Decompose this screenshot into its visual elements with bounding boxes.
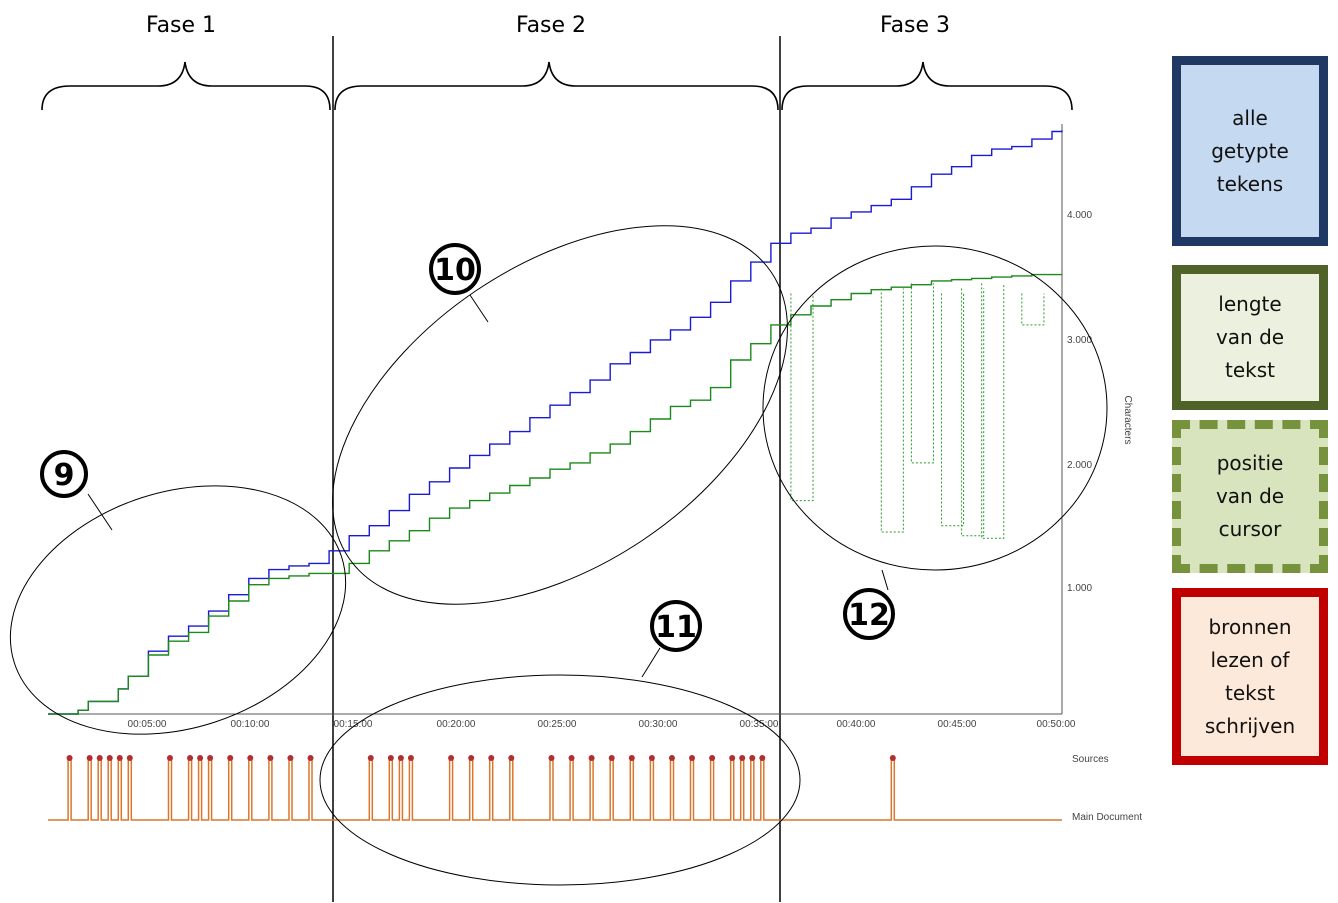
source-marker [166, 755, 173, 761]
x-tick-label: 00:50:00 [1037, 719, 1076, 730]
x-tick-label: 00:30:00 [639, 719, 678, 730]
source-marker [668, 755, 675, 761]
annotation-10-marker [429, 243, 481, 295]
source-marker [407, 755, 414, 761]
source-marker [207, 755, 214, 761]
annotation-9-ellipse [9, 485, 347, 735]
source-marker [197, 755, 204, 761]
source-marker [588, 755, 595, 761]
annotation-10-leader [469, 294, 489, 323]
source-marker [387, 755, 394, 761]
series-line [48, 273, 1062, 715]
legend-text-length: lengte van de tekst [1172, 265, 1328, 410]
annotation-12-leader [881, 569, 889, 591]
source-marker [749, 755, 756, 761]
annotation-9-label: 9 [54, 458, 75, 493]
phase-2-label: Fase 2 [516, 13, 586, 38]
annotation-11-ellipse [319, 674, 801, 886]
y-tick-label: 1.000 [1067, 583, 1092, 594]
x-tick-label: 00:40:00 [837, 719, 876, 730]
source-marker [648, 755, 655, 761]
source-marker [739, 755, 746, 761]
source-marker [548, 755, 555, 761]
source-marker [307, 755, 314, 761]
source-marker [187, 755, 194, 761]
legend-label: lengte van de tekst [1215, 292, 1285, 382]
source-marker [367, 755, 374, 761]
legend-cursor-position: positie van de cursor [1172, 420, 1328, 573]
source-switch-line [48, 757, 1062, 821]
legend-label: positie van de cursor [1215, 451, 1285, 541]
legend-typed-characters: alle getypte tekens [1172, 56, 1328, 246]
source-marker [608, 755, 615, 761]
source-marker [66, 755, 73, 761]
sources-lane-label: Sources [1072, 754, 1109, 765]
source-marker [106, 755, 113, 761]
legend-label: bronnen lezen of tekst schrijven [1204, 614, 1296, 738]
legend-sources-reading: bronnen lezen of tekst schrijven [1172, 588, 1328, 765]
cursor-jump [880, 288, 904, 533]
annotation-11-label: 11 [655, 610, 697, 645]
annotation-9-leader [87, 493, 113, 531]
source-marker [709, 755, 716, 761]
cursor-jump [981, 283, 1005, 539]
cursor-position-series [790, 283, 1045, 539]
phase-1-brace [41, 61, 331, 111]
source-marker [96, 755, 103, 761]
phase-3-brace [781, 61, 1073, 111]
legend-label: alle getypte tekens [1211, 105, 1289, 196]
series-layer [48, 130, 1063, 715]
cursor-jump [790, 293, 814, 502]
source-switch-series [48, 755, 1062, 821]
annotation-9-marker [40, 450, 88, 498]
source-marker [267, 755, 274, 761]
y-tick-label: 3.000 [1067, 335, 1092, 346]
x-tick-label: 00:15:00 [334, 719, 373, 730]
x-tick-label: 00:10:00 [231, 719, 270, 730]
source-marker [448, 755, 455, 761]
series-line [48, 130, 1063, 715]
source-marker [759, 755, 766, 761]
annotation-12-marker [843, 588, 895, 640]
cursor-jump [941, 293, 965, 527]
source-marker [889, 755, 896, 761]
source-marker [488, 755, 495, 761]
phase-2-brace [334, 61, 779, 111]
annotation-12-label: 12 [848, 598, 890, 633]
annotation-10-label: 10 [434, 253, 476, 288]
phase-1-label: Fase 1 [146, 13, 216, 38]
x-tick-label: 00:25:00 [538, 719, 577, 730]
cursor-jump [1021, 293, 1045, 326]
annotation-10-ellipse [332, 225, 788, 605]
x-tick-label: 00:35:00 [740, 719, 779, 730]
y-tick-label: 4.000 [1067, 210, 1092, 221]
main-document-lane-label: Main Document [1072, 812, 1142, 823]
annotation-11-leader [641, 647, 661, 678]
cursor-jump [910, 283, 934, 464]
x-tick-label: 00:20:00 [437, 719, 476, 730]
phase-3-label: Fase 3 [880, 13, 950, 38]
source-marker [287, 755, 294, 761]
source-marker [227, 755, 234, 761]
source-marker [568, 755, 575, 761]
source-marker [689, 755, 696, 761]
y-tick-label: 2.000 [1067, 460, 1092, 471]
source-marker [397, 755, 404, 761]
source-marker [247, 755, 254, 761]
y-axis-label: Characters [1122, 396, 1133, 445]
source-marker [116, 755, 123, 761]
x-tick-label: 00:05:00 [128, 719, 167, 730]
source-marker [628, 755, 635, 761]
source-marker [468, 755, 475, 761]
source-marker [729, 755, 736, 761]
source-marker [86, 755, 93, 761]
source-marker [508, 755, 515, 761]
source-marker [126, 755, 133, 761]
cursor-jump [961, 288, 985, 537]
annotation-12-ellipse [762, 245, 1108, 571]
x-tick-label: 00:45:00 [938, 719, 977, 730]
annotation-11-marker [650, 600, 702, 652]
